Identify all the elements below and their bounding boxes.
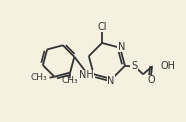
Text: Cl: Cl — [97, 22, 107, 32]
Text: NH: NH — [79, 70, 94, 80]
Text: N: N — [118, 42, 125, 52]
Text: CH₃: CH₃ — [31, 73, 47, 82]
Text: S: S — [131, 61, 137, 71]
Text: CH₃: CH₃ — [61, 76, 78, 85]
Text: OH: OH — [160, 61, 175, 71]
Text: O: O — [147, 75, 155, 85]
Text: N: N — [108, 76, 115, 86]
